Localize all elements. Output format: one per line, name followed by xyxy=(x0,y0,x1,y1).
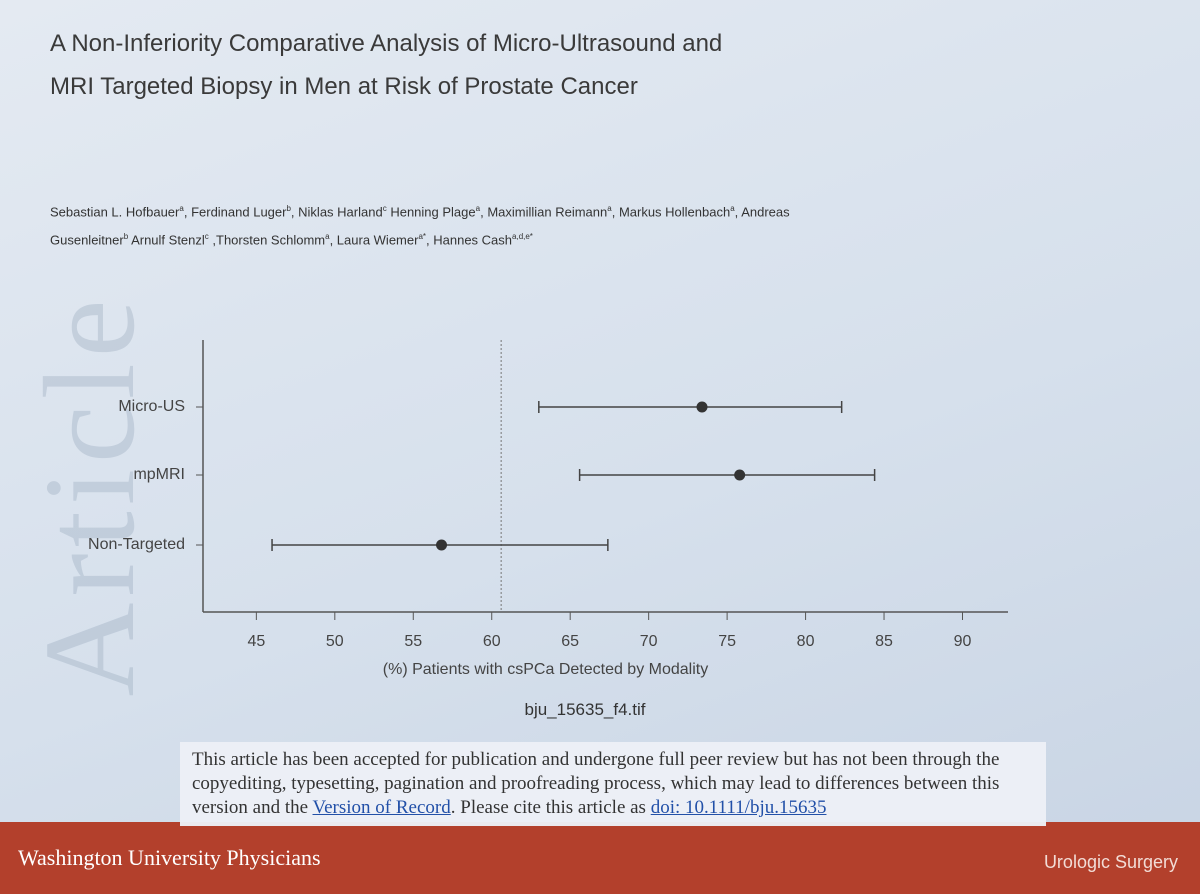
notice-text: This article has been accepted for publi… xyxy=(192,749,1000,818)
author-name: Arnulf Stenzl xyxy=(131,232,205,248)
x-axis-label: (%) Patients with csPCa Detected by Moda… xyxy=(383,661,708,678)
affiliation: c xyxy=(204,232,209,242)
point-estimate xyxy=(436,539,448,551)
authors: Sebastian L. Hofbauera, Ferdinand Lugerb… xyxy=(50,196,790,253)
x-tick-label: 75 xyxy=(718,633,736,650)
x-tick-label: 60 xyxy=(483,633,501,650)
separator: , xyxy=(480,204,488,220)
separator: , xyxy=(329,232,337,248)
point-estimate xyxy=(734,469,746,481)
y-tick-label: mpMRI xyxy=(133,466,185,483)
affiliation: a* xyxy=(418,232,426,242)
affiliation: b xyxy=(123,232,129,242)
separator: , xyxy=(183,204,192,220)
author-name: Henning Plage xyxy=(390,204,476,220)
x-tick-label: 45 xyxy=(247,633,265,650)
x-tick-label: 85 xyxy=(875,633,893,650)
author-name: Andreas Gusenleitner xyxy=(50,204,790,248)
link[interactable]: Version of Record xyxy=(312,797,451,818)
notice: This article has been accepted for publi… xyxy=(180,742,1046,826)
title-line: MRI Targeted Biopsy in Men at Risk of Pr… xyxy=(50,73,638,100)
notice-text: . Please cite this article as xyxy=(450,797,651,818)
footer-left: Washington University Physicians xyxy=(18,845,321,870)
title-line: A Non-Inferiority Comparative Analysis o… xyxy=(50,30,723,57)
point-estimate xyxy=(696,401,708,413)
author-name: Sebastian L. Hofbauer xyxy=(50,204,180,220)
separator: , xyxy=(734,204,742,220)
separator: , xyxy=(611,204,619,220)
x-tick-label: 50 xyxy=(326,633,344,650)
separator: , xyxy=(290,204,299,220)
x-tick-label: 90 xyxy=(954,633,972,650)
link[interactable]: doi: 10.1111/bju.15635 xyxy=(650,797,827,818)
author-name: Thorsten Schlomm xyxy=(216,232,326,248)
file-name: bju_15635_f4.tif xyxy=(524,700,646,719)
author-name: Laura Wiemer xyxy=(336,232,419,248)
author-name: Markus Hollenbach xyxy=(618,204,731,220)
x-tick-label: 65 xyxy=(561,633,579,650)
affiliation: a,d,e* xyxy=(512,232,533,242)
affiliation: a xyxy=(179,204,184,213)
affiliation: a xyxy=(730,204,735,213)
author-name: Niklas Harland xyxy=(298,204,383,220)
author-name: Hannes Cash xyxy=(433,232,513,248)
y-tick-label: Non-Targeted xyxy=(88,536,185,553)
affiliation: a xyxy=(475,204,481,213)
footer-band xyxy=(0,822,1200,894)
affiliation: c xyxy=(382,204,387,213)
author-name: Maximillian Reimann xyxy=(487,204,608,220)
affiliation: a xyxy=(325,232,330,242)
x-tick-label: 70 xyxy=(640,633,658,650)
separator: , xyxy=(426,232,434,248)
x-tick-label: 80 xyxy=(797,633,815,650)
footer-right: Urologic Surgery xyxy=(1043,852,1178,872)
affiliation: a xyxy=(607,204,612,213)
y-tick-label: Micro-US xyxy=(118,398,185,415)
affiliation: b xyxy=(286,204,291,213)
separator: , xyxy=(208,232,217,248)
author-name: Ferdinand Luger xyxy=(191,204,287,220)
x-tick-label: 55 xyxy=(404,633,422,650)
